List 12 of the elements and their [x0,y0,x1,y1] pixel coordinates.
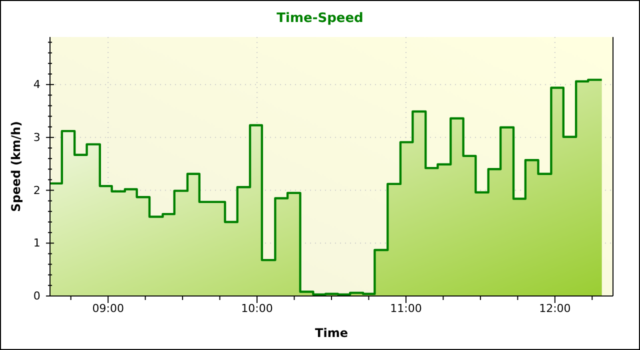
y-axis-title: Speed (km/h) [9,121,23,212]
chart-title: Time-Speed [276,11,364,26]
x-tick-label: 09:00 [92,302,124,316]
y-tick-label: 1 [33,236,40,250]
x-tick-label: 11:00 [390,302,422,316]
y-tick-label: 3 [33,130,40,144]
y-tick-label: 4 [33,78,40,92]
x-axis-title: Time [315,326,348,340]
x-tick-label: 12:00 [539,302,571,316]
y-tick-label: 0 [33,290,40,303]
x-tick-label: 10:00 [241,302,273,316]
y-tick-label: 2 [33,184,40,197]
